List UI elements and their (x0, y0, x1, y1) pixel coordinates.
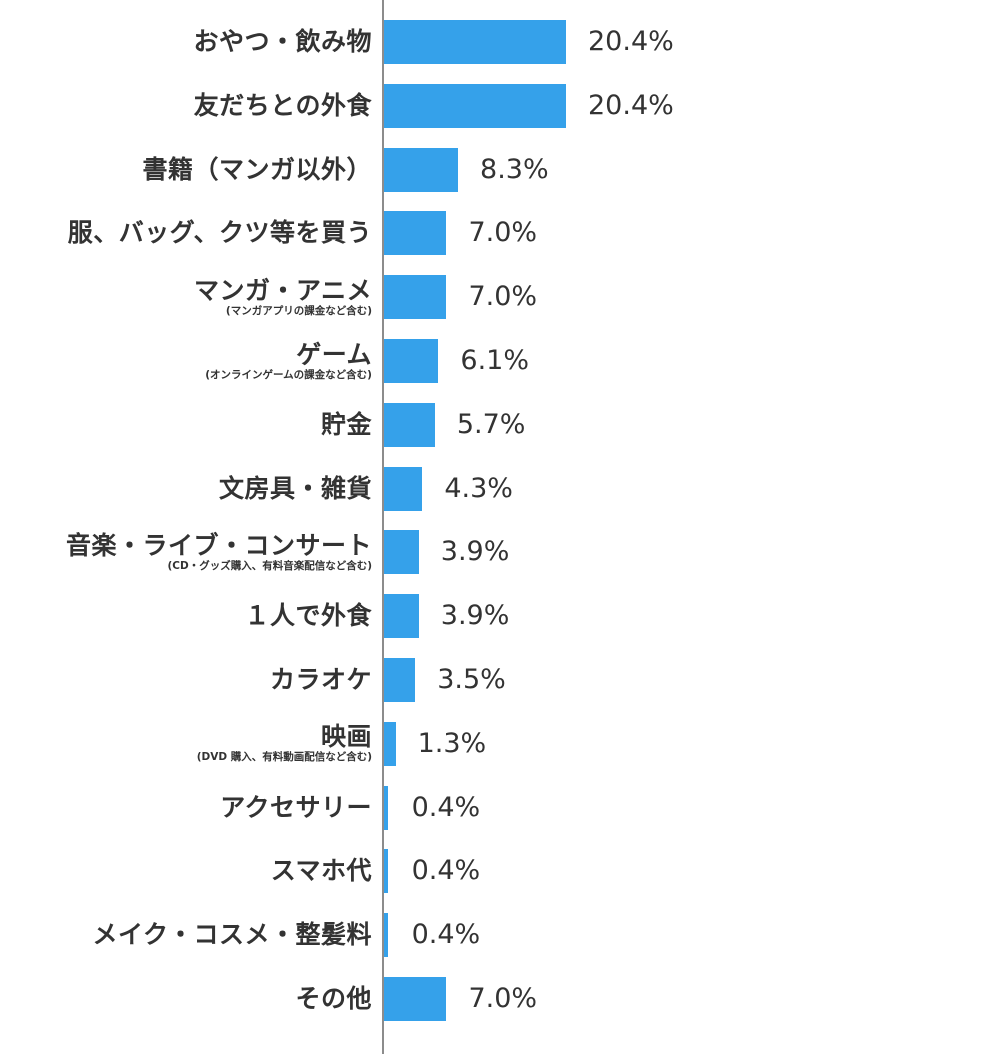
bar-row: カラオケ 3.5% (0, 658, 992, 702)
category-label-text: 映画 (320, 722, 372, 752)
category-label: メイク・コスメ・整髪料 (0, 913, 372, 957)
bar-row: スマホ代 0.4% (0, 849, 992, 894)
bar (384, 275, 447, 320)
bar-row: 友だちとの外食 20.4% (0, 83, 992, 128)
value-label: 0.4% (411, 919, 481, 951)
value-label: 0.4% (411, 855, 481, 887)
bar (384, 977, 447, 1021)
category-axis-line (382, 0, 384, 1054)
bar (384, 849, 388, 894)
bar-row: 映画 (DVD 購入、有料動画配信など含む) 1.3% (0, 721, 992, 766)
category-label-text: アクセサリー (220, 792, 372, 822)
category-label-text: カラオケ (269, 665, 372, 694)
bar (384, 402, 435, 447)
bar (384, 658, 416, 702)
category-label-text: 書籍（マンガ以外） (142, 154, 372, 184)
bar (384, 211, 447, 256)
value-label: 1.3% (417, 727, 487, 759)
value-label: 7.0% (468, 983, 538, 1014)
category-label: その他 (0, 977, 372, 1021)
value-label: 3.5% (437, 664, 506, 695)
bar-row: メイク・コスメ・整髪料 0.4% (0, 913, 992, 958)
value-label: 0.4% (411, 791, 481, 823)
category-label-text: おやつ・飲み物 (193, 27, 372, 56)
bar-row: 貯金 5.7% (0, 402, 992, 447)
bar-row: アクセサリー 0.4% (0, 785, 992, 830)
category-label: アクセサリー (0, 786, 372, 830)
value-label: 7.0% (468, 217, 538, 249)
bar (384, 913, 388, 958)
category-label: おやつ・飲み物 (0, 20, 372, 64)
category-label: 書籍（マンガ以外） (0, 148, 372, 192)
category-label: 文房具・雑貨 (0, 467, 372, 511)
category-label-text: マンガ・アニメ (193, 275, 372, 305)
category-label: 映画 (DVD 購入、有料動画配信など含む) (0, 722, 372, 766)
value-label: 7.0% (468, 281, 538, 313)
category-label-text: メイク・コスメ・整髪料 (92, 920, 372, 950)
value-label: 5.7% (456, 408, 526, 440)
value-label: 3.9% (440, 600, 510, 632)
value-label: 3.9% (440, 536, 510, 568)
bar (384, 147, 459, 192)
category-sublabel: (オンラインゲームの課金など含む) (205, 368, 372, 381)
bar (384, 20, 566, 64)
category-label-text: １人で外食 (244, 601, 372, 631)
bar (384, 83, 566, 128)
bar (384, 530, 419, 575)
category-sublabel: (DVD 購入、有料動画配信など含む) (196, 751, 372, 764)
category-label: 服、バッグ、クツ等を買う (0, 211, 372, 255)
category-label: スマホ代 (0, 849, 372, 893)
value-label: 6.1% (460, 345, 530, 376)
category-label-text: 貯金 (320, 409, 372, 439)
bar-row: 音楽・ライブ・コンサート (CD・グッズ購入、有料音楽配信など含む) 3.9% (0, 530, 992, 575)
category-sublabel: (CD・グッズ購入、有料音楽配信など含む) (167, 559, 372, 572)
category-label: マンガ・アニメ (マンガアプリの課金など含む) (0, 275, 372, 319)
category-label: ゲーム (オンラインゲームの課金など含む) (0, 339, 372, 383)
value-label: 4.3% (444, 472, 513, 504)
category-label: 貯金 (0, 403, 372, 447)
category-label-text: その他 (295, 984, 372, 1013)
category-label: 音楽・ライブ・コンサート (CD・グッズ購入、有料音楽配信など含む) (0, 530, 372, 574)
category-label-text: ゲーム (296, 339, 372, 369)
category-label-text: 音楽・ライブ・コンサート (65, 530, 372, 560)
value-label: 20.4% (588, 89, 674, 121)
category-label-text: 文房具・雑貨 (218, 473, 372, 503)
bar-row: ゲーム (オンラインゲームの課金など含む) 6.1% (0, 339, 992, 383)
bar (384, 785, 388, 830)
category-label: カラオケ (0, 658, 372, 702)
bar-row: マンガ・アニメ (マンガアプリの課金など含む) 7.0% (0, 275, 992, 320)
bar (384, 339, 439, 383)
category-label: １人で外食 (0, 594, 372, 638)
category-sublabel: (マンガアプリの課金など含む) (225, 304, 372, 317)
bar-row: その他 7.0% (0, 977, 992, 1021)
category-label-text: スマホ代 (270, 856, 372, 886)
value-label: 8.3% (480, 153, 549, 185)
bar-row: 服、バッグ、クツ等を買う 7.0% (0, 211, 992, 256)
value-label: 20.4% (588, 26, 674, 57)
bar (384, 721, 396, 766)
category-label-text: 友だちとの外食 (193, 90, 372, 120)
category-label: 友だちとの外食 (0, 84, 372, 128)
bar-row: おやつ・飲み物 20.4% (0, 20, 992, 64)
bar-row: 書籍（マンガ以外） 8.3% (0, 147, 992, 192)
bar-row: 文房具・雑貨 4.3% (0, 466, 992, 511)
category-label-text: 服、バッグ、クツ等を買う (67, 218, 372, 248)
bar-row: １人で外食 3.9% (0, 594, 992, 639)
bar (384, 594, 419, 639)
bar (384, 466, 423, 511)
